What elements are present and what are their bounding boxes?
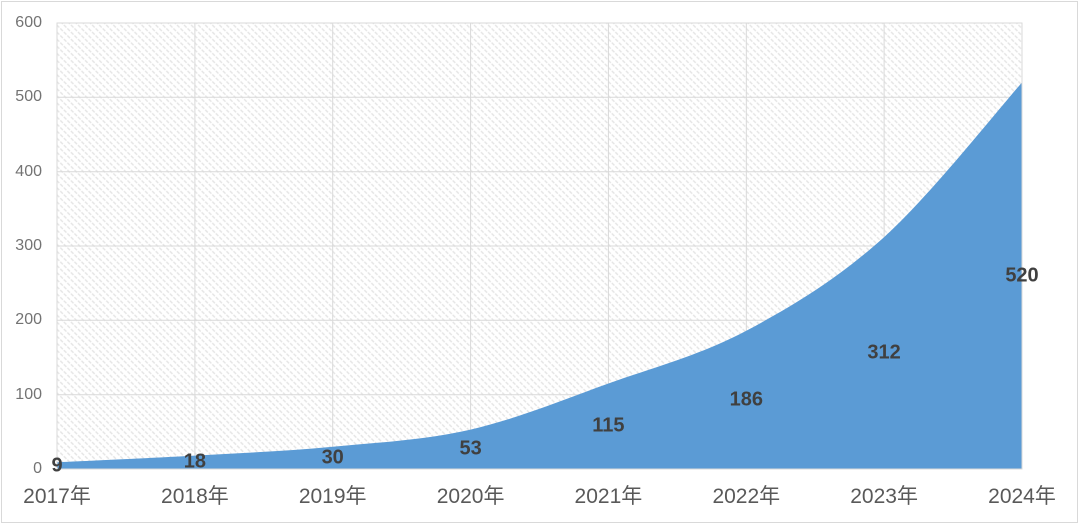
x-axis-tick-label: 2024年	[988, 485, 1056, 508]
x-axis-tick-label: 2020年	[436, 485, 505, 508]
x-axis-tick-label: 2019年	[298, 485, 367, 508]
data-point-label: 312	[867, 341, 901, 364]
y-axis-tick-label: 100	[15, 385, 42, 403]
y-axis-tick-label: 400	[15, 162, 42, 180]
data-point-label: 53	[459, 437, 482, 460]
series-area	[57, 82, 1022, 469]
x-axis-tick-label: 2022年	[712, 485, 781, 508]
y-axis-tick-label: 600	[15, 14, 42, 31]
data-point-label: 186	[729, 388, 763, 411]
x-axis-tick-label: 2023年	[850, 485, 918, 508]
plot-border	[56, 22, 1023, 470]
data-point-label: 9	[51, 454, 63, 477]
data-point-label: 115	[592, 414, 625, 437]
data-point-label: 30	[321, 446, 344, 469]
x-axis-tick-label: 2017年	[23, 485, 91, 508]
y-axis-tick-label: 500	[15, 88, 42, 106]
data-point-label: 18	[183, 450, 207, 473]
x-axis-tick-label: 2018年	[161, 485, 229, 508]
x-axis-tick-label: 2021年	[574, 485, 643, 508]
y-axis-tick-label: 300	[15, 237, 42, 254]
data-point-label: 520	[1005, 264, 1039, 287]
y-axis-tick-label: 0	[33, 460, 42, 477]
y-axis-tick-label: 200	[15, 311, 42, 329]
